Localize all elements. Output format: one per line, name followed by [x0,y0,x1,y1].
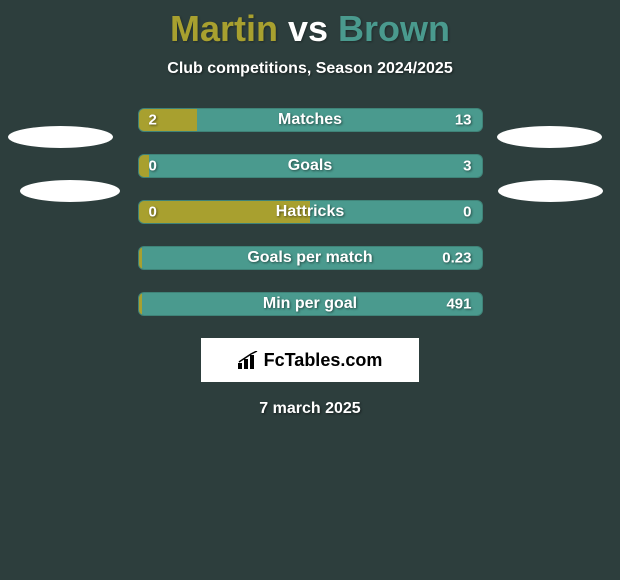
bar-left-fill [139,293,142,315]
player1-name: Martin [170,8,278,49]
decorative-ellipse [498,180,603,202]
stat-bars-container: Matches 2 13 Goals 0 3 Hattricks 0 0 Goals per ma… [138,108,483,316]
decorative-ellipse [20,180,120,202]
logo-chart-icon [238,351,260,369]
bar-left-fill [139,155,149,177]
logo-text: FcTables.com [264,350,383,371]
stat-bar: Goals per match 0.23 [138,246,483,270]
bar-left-fill [139,109,197,131]
player2-name: Brown [338,8,450,49]
bar-right-value: 0 [463,204,471,221]
comparison-title: Martin vs Brown [0,0,620,50]
bar-right-value: 491 [446,296,471,313]
bar-label: Matches [278,111,342,129]
stat-bar: Hattricks 0 0 [138,200,483,224]
bar-label: Hattricks [276,203,344,221]
date: 7 march 2025 [0,400,620,418]
decorative-ellipse [497,126,602,148]
bar-right-value: 0.23 [442,250,471,267]
decorative-ellipse [8,126,113,148]
stat-bar: Matches 2 13 [138,108,483,132]
bar-left-fill [139,247,142,269]
bar-label: Goals [288,157,332,175]
bar-label: Goals per match [247,249,372,267]
bar-right-value: 13 [455,112,472,129]
bar-label: Min per goal [263,295,357,313]
bar-right-value: 3 [463,158,471,175]
stat-bar: Min per goal 491 [138,292,483,316]
stat-bar: Goals 0 3 [138,154,483,178]
subtitle: Club competitions, Season 2024/2025 [0,60,620,78]
bar-left-value: 2 [149,112,157,129]
logo-box: FcTables.com [201,338,419,382]
vs-text: vs [278,8,338,49]
bar-left-value: 0 [149,158,157,175]
bar-left-value: 0 [149,204,157,221]
